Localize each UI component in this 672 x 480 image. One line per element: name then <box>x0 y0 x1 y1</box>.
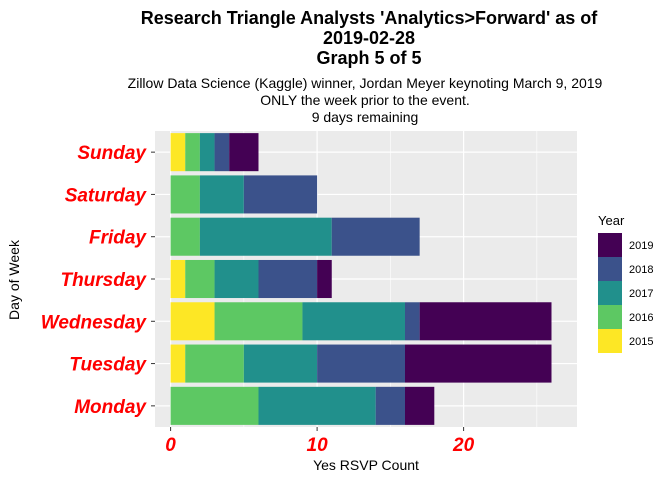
x-tick-label-10: 10 <box>307 435 329 456</box>
bar-saturday-2017 <box>199 175 244 214</box>
bar-wednesday-2016 <box>214 302 303 341</box>
chart-subtitle-line-2: ONLY the week prior to the event. <box>260 92 470 108</box>
chart-title-line-2: 2019-02-28 <box>323 28 415 48</box>
bar-thursday-2017 <box>214 259 259 299</box>
legend-label-2015: 2015 <box>629 336 653 348</box>
legend-swatch-2017 <box>598 281 622 305</box>
bar-monday-2018 <box>375 386 405 425</box>
x-axis-ticks: 0 10 20 <box>165 427 475 456</box>
legend-title: Year <box>598 213 625 228</box>
bar-friday-2018 <box>331 217 420 256</box>
bar-sunday-2019 <box>229 133 259 172</box>
bar-tuesday-2018 <box>317 344 405 383</box>
y-tick-label-wednesday: Wednesday <box>41 312 148 333</box>
bar-wednesday-2019 <box>419 302 552 341</box>
bar-monday-2019 <box>405 386 435 425</box>
y-axis-ticks: Monday Tuesday Wednesday Thursday Friday Satu… <box>41 143 155 418</box>
bar-saturday-2016 <box>170 175 200 214</box>
y-tick-label-monday: Monday <box>74 397 147 418</box>
legend-label-2019: 2019 <box>629 240 653 252</box>
legend-label-2018: 2018 <box>629 264 653 276</box>
x-tick-label-20: 20 <box>452 435 475 456</box>
legend-swatch-2019 <box>598 233 622 257</box>
bar-sunday-2018 <box>214 133 230 172</box>
bar-sunday-2017 <box>199 133 215 172</box>
bar-wednesday-2018 <box>405 302 420 341</box>
bar-sunday-2016 <box>185 133 200 172</box>
bar-wednesday-2015 <box>170 302 215 341</box>
chart-title-line-3: Graph 5 of 5 <box>316 48 421 68</box>
bar-friday-2016 <box>170 217 200 256</box>
bar-monday-2017 <box>258 386 376 425</box>
legend-swatch-2016 <box>598 305 622 329</box>
bar-thursday-2019 <box>317 259 332 299</box>
y-tick-label-tuesday: Tuesday <box>69 355 147 376</box>
chart-subtitle-line-3: 9 days remaining <box>312 109 419 125</box>
chart-title-line-1: Research Triangle Analysts 'Analytics>Fo… <box>141 8 599 28</box>
bar-tuesday-2015 <box>170 344 186 383</box>
bar-monday-2016 <box>170 386 259 425</box>
x-tick-label-0: 0 <box>165 435 176 456</box>
bar-friday-2017 <box>199 217 332 256</box>
y-tick-label-sunday: Sunday <box>77 143 147 164</box>
bar-saturday-2018 <box>243 175 318 214</box>
bar-tuesday-2016 <box>185 344 244 383</box>
bar-thursday-2016 <box>185 259 215 299</box>
bar-thursday-2015 <box>170 259 186 299</box>
legend-swatch-2018 <box>598 257 622 281</box>
chart-subtitle-line-1: Zillow Data Science (Kaggle) winner, Jor… <box>128 75 603 91</box>
legend-label-2017: 2017 <box>629 288 653 300</box>
bar-thursday-2018 <box>258 259 318 299</box>
legend-swatch-2015 <box>598 329 622 353</box>
x-axis-label: Yes RSVP Count <box>313 457 419 473</box>
bars <box>170 133 552 425</box>
bar-tuesday-2019 <box>405 344 552 383</box>
bar-tuesday-2017 <box>243 344 318 383</box>
legend: Year 2019 2018 2017 2016 2015 <box>598 213 653 353</box>
bar-sunday-2015 <box>170 133 186 172</box>
y-tick-label-friday: Friday <box>89 228 147 249</box>
legend-label-2016: 2016 <box>629 312 653 324</box>
y-tick-label-thursday: Thursday <box>60 270 147 291</box>
y-tick-label-saturday: Saturday <box>65 185 148 206</box>
bar-wednesday-2017 <box>302 302 405 341</box>
y-axis-label: Day of Week <box>6 239 22 320</box>
